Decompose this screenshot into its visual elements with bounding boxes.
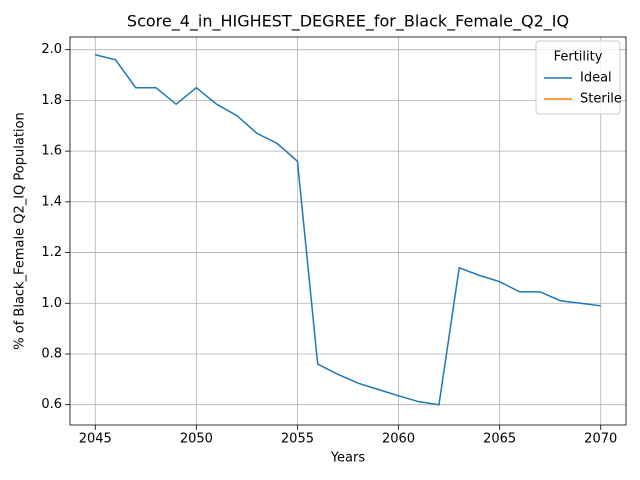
chart-title: Score_4_in_HIGHEST_DEGREE_for_Black_Fema… <box>127 12 569 32</box>
y-tick-label: 2.0 <box>41 42 62 57</box>
x-axis-label: Years <box>330 451 366 466</box>
y-tick-label: 1.2 <box>41 245 62 260</box>
legend-label: Sterile <box>580 92 622 107</box>
plot-frame <box>69 36 627 426</box>
x-tick-label: 2065 <box>483 432 516 447</box>
y-tick-label: 1.6 <box>41 144 62 159</box>
legend-label: Ideal <box>580 71 612 86</box>
y-tick-label: 0.8 <box>41 346 62 361</box>
line-series <box>95 54 601 406</box>
y-tick-label: 1.4 <box>41 194 62 209</box>
y-tick-label: 0.6 <box>41 397 62 412</box>
x-tick-label: 2070 <box>584 432 617 447</box>
y-tick-label: 1.0 <box>41 296 62 311</box>
x-tick-label: 2050 <box>180 432 213 447</box>
legend-title: Fertility <box>554 50 603 65</box>
y-tick-label: 1.8 <box>41 93 62 108</box>
x-tick-label: 2060 <box>382 432 415 447</box>
x-tick-label: 2045 <box>79 432 112 447</box>
x-tick-label: 2055 <box>281 432 314 447</box>
legend-box <box>535 40 621 115</box>
y-axis-label: % of Black_Female Q2_IQ Population <box>13 112 28 349</box>
